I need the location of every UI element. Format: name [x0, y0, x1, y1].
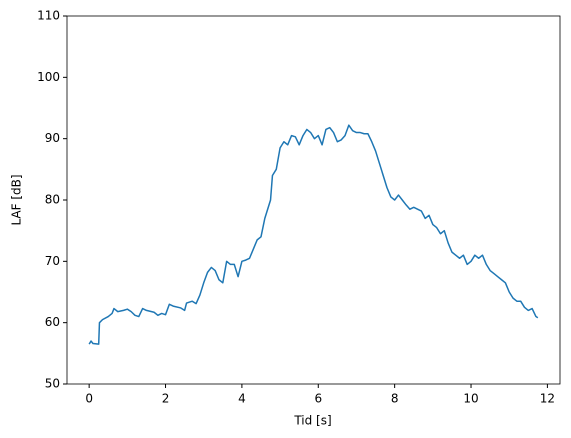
x-tick-label: 6	[314, 392, 322, 406]
data-line	[88, 124, 539, 345]
y-tick-label: 70	[45, 254, 60, 268]
plot-frame	[66, 15, 561, 385]
y-tick-label: 100	[37, 70, 60, 84]
y-tick-label: 90	[45, 131, 60, 145]
x-tick-label: 0	[85, 392, 93, 406]
y-axis-label: LAF [dB]	[10, 174, 24, 225]
x-tick-label: 4	[238, 392, 246, 406]
x-tick-label: 12	[540, 392, 555, 406]
y-tick-label: 50	[45, 377, 60, 391]
y-tick-label: 110	[37, 9, 60, 23]
y-tick-label: 80	[45, 193, 60, 207]
x-axis-label: Tid [s]	[293, 414, 331, 428]
x-tick-label: 10	[463, 392, 478, 406]
x-tick-label: 2	[162, 392, 170, 406]
y-tick-label: 60	[45, 315, 60, 329]
x-tick-label: 8	[391, 392, 399, 406]
